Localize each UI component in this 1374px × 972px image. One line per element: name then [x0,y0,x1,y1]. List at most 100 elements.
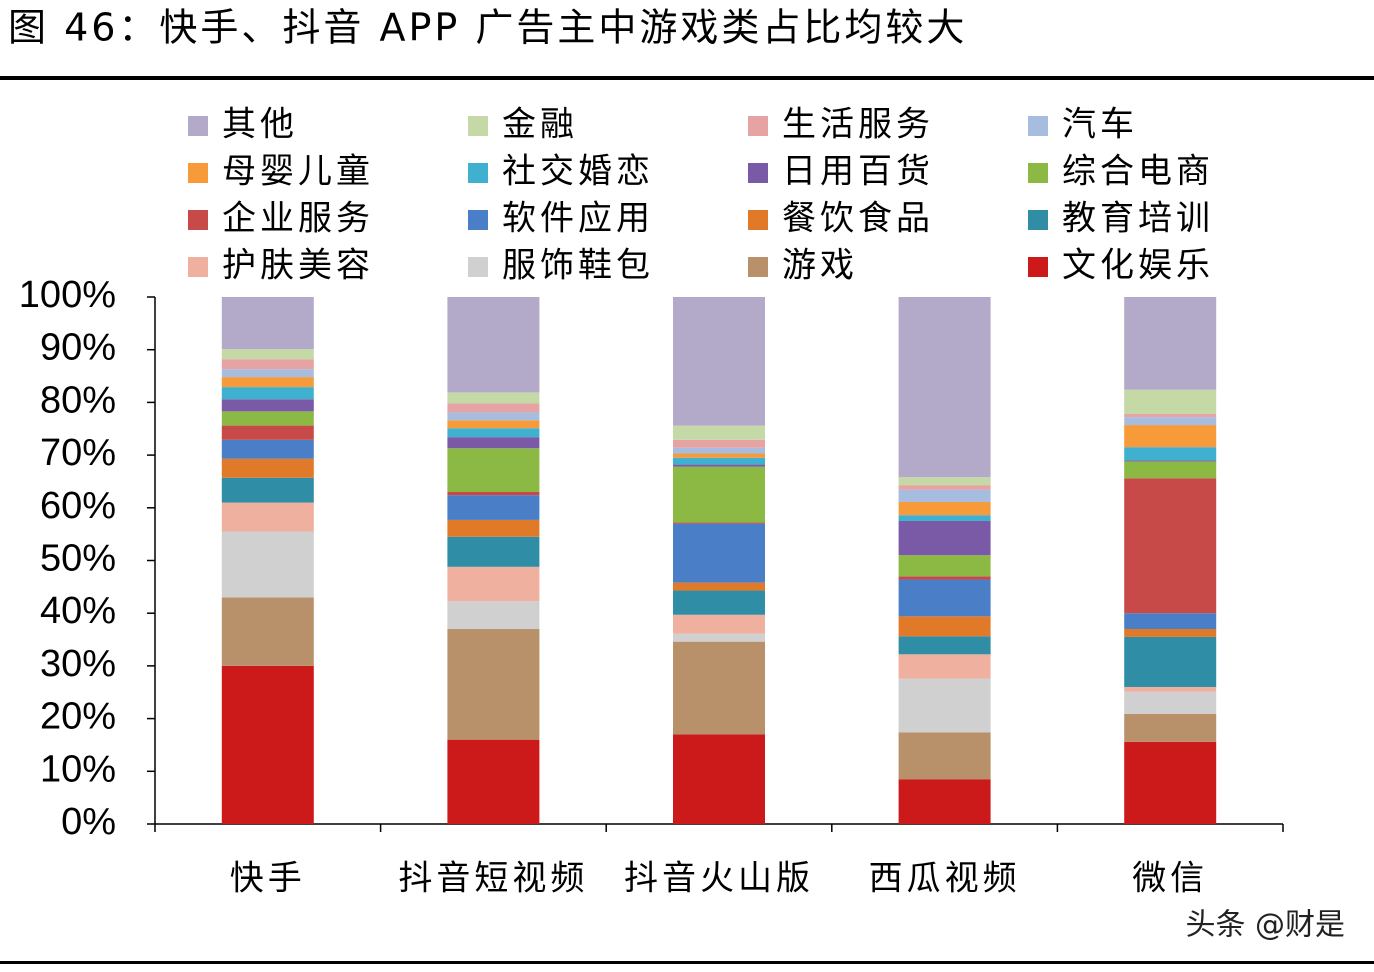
bar-segment [1124,297,1217,390]
bar-segment [1124,691,1217,714]
bar-segment [447,519,540,537]
y-tick-label: 10% [40,748,116,790]
bar-segment [447,392,540,404]
bar-segment [898,579,991,617]
x-tick-label: 抖音短视频 [398,859,588,899]
bar-segment [898,520,991,556]
bar-segment [221,349,314,360]
bar-segment [1124,629,1217,637]
bar-segment [673,633,765,642]
bar-segment [221,531,314,598]
bar-segment [1124,413,1217,418]
bar-segment [447,403,540,413]
legend-label: 软件应用 [502,199,654,239]
bar-segment [221,597,314,666]
bar-segment [673,447,765,454]
bar-segment [447,601,540,630]
legend-label: 餐饮食品 [782,199,934,239]
legend-label: 教育培训 [1062,199,1214,239]
y-tick-label: 100% [19,274,116,316]
bar-segment [1124,478,1217,614]
bar-segment [1124,741,1217,824]
y-tick-label: 30% [40,643,116,685]
y-tick-label: 70% [40,432,116,474]
bar-segment [898,678,991,733]
legend-label: 企业服务 [222,199,374,239]
legend-swatch [1028,257,1048,277]
bar-segment [447,536,540,567]
x-tick-label: 快手 [230,859,306,899]
bar-segment [447,412,540,421]
bar-segment [221,425,314,440]
y-tick-label: 40% [40,590,116,632]
legend-label: 服饰鞋包 [502,246,654,286]
bar-segment [898,576,991,580]
legend-swatch [748,163,768,183]
chart-title: 图 46：快手、抖音 APP 广告主中游戏类占比均较大 [8,6,967,50]
bar-segment [447,420,540,429]
y-tick-label: 50% [40,538,116,580]
legend-label: 母婴儿童 [222,152,374,192]
bar-segment [221,369,314,378]
bar-segment [1124,636,1217,687]
legend-label: 综合电商 [1062,152,1214,192]
bar-segment [221,439,314,459]
bar-segment [221,377,314,388]
bar-segment [898,502,991,516]
y-tick-label: 0% [61,801,116,843]
bar-segment [673,641,765,735]
bar-segment [673,464,765,467]
bar-segment [898,297,991,478]
legend-label: 日用百货 [782,152,934,192]
bar-segment [898,654,991,679]
bar-segment [221,411,314,426]
legend-label: 生活服务 [782,105,934,145]
bar-segment [898,489,991,503]
legend-swatch [1028,163,1048,183]
bar-segment [447,437,540,449]
legend-label: 汽车 [1062,105,1138,145]
bottom-rule [0,961,1374,964]
bar-segment [1124,460,1217,462]
bar-segment [673,457,765,465]
bar-segment [1124,447,1217,461]
legend-label: 游戏 [782,246,858,286]
bar-segment [221,502,314,532]
bar-segment [447,495,540,520]
bar-segment [898,732,991,780]
bar-segment [673,297,765,426]
bar-segment [221,297,314,350]
legend-swatch [1028,116,1048,136]
y-tick-label: 90% [40,327,116,369]
legend-label: 文化娱乐 [1062,246,1214,286]
y-tick-label: 20% [40,696,116,738]
bar-segment [447,428,540,438]
bar-segment [447,566,540,602]
bar-segment [898,779,991,824]
legend-swatch [468,257,488,277]
bar-segment [673,523,765,583]
bar-segment [221,477,314,503]
bar-segment [1124,461,1217,479]
bar-segment [221,399,314,412]
legend-swatch [1028,210,1048,230]
legend-swatch [468,116,488,136]
x-tick-label: 西瓜视频 [869,859,1021,899]
legend-swatch [188,257,208,277]
legend-swatch [748,116,768,136]
legend-label: 社交婚恋 [502,152,654,192]
bar-segment [447,739,540,824]
legend-label: 护肤美容 [222,246,374,286]
title-rule [0,76,1374,80]
bar-segment [898,515,991,521]
bar-segment [1124,417,1217,426]
legend-label: 其他 [222,105,298,145]
bar-segment [673,453,765,458]
x-tick-label: 抖音火山版 [624,859,814,899]
bar-segment [673,614,765,634]
legend-swatch [468,163,488,183]
bar-segment [221,665,314,824]
bar-segment [1124,425,1217,448]
bar-segment [221,458,314,478]
bar-segment [447,297,540,393]
